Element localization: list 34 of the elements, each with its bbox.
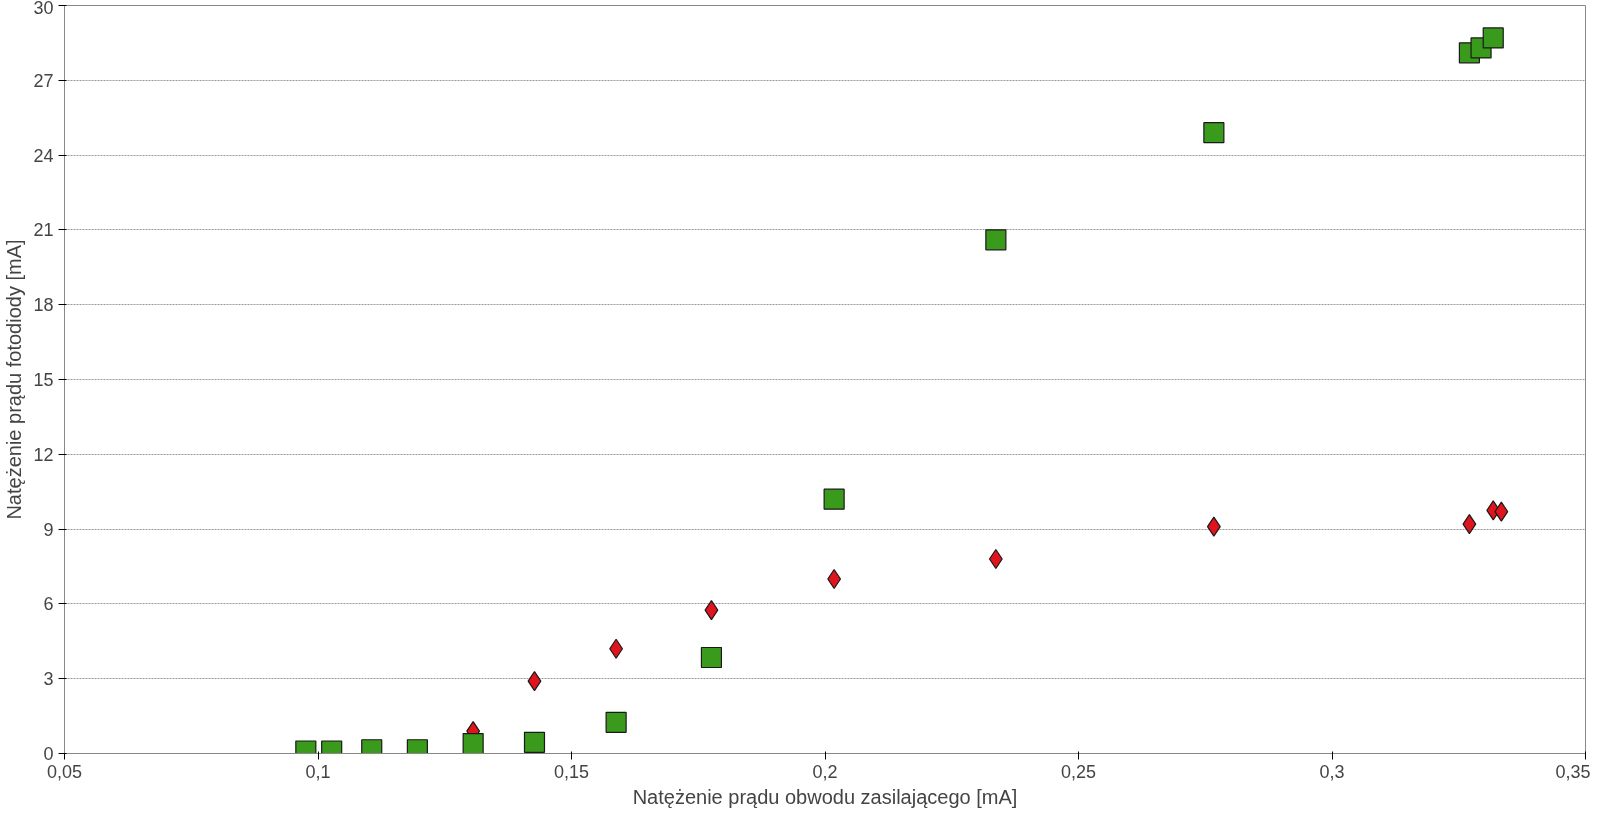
point [523, 731, 546, 753]
point [1206, 516, 1221, 537]
y-tick-label: 12 [33, 444, 54, 465]
point [985, 229, 1007, 251]
point [700, 646, 723, 669]
point [609, 638, 624, 659]
y-tick-label: 24 [33, 145, 54, 166]
y-axis-title: Natężenie prądu fotodiody [mA] [3, 239, 26, 520]
y-tick-label: 21 [33, 220, 54, 241]
x-tick-label: 0,3 [1319, 761, 1345, 782]
y-tick-label: 15 [33, 370, 54, 390]
point [1494, 501, 1509, 522]
y-tick-label: 6 [43, 594, 54, 615]
point [1462, 514, 1477, 535]
x-tick-label: 0,15 [553, 761, 590, 782]
point [462, 732, 484, 754]
point [1203, 122, 1225, 144]
point [1482, 27, 1504, 49]
y-tick-label: 9 [43, 519, 54, 540]
point [605, 711, 627, 733]
point [527, 671, 542, 692]
y-tick-label: 30 [33, 0, 54, 18]
point [704, 600, 719, 621]
x-tick-label: 0,1 [305, 761, 331, 782]
y-tick-label: 0 [43, 744, 54, 764]
x-axis-title: Natężenie prądu obwodu zasilającego [mA] [632, 785, 1018, 808]
y-tick-label: 18 [33, 295, 54, 316]
x-tick-label: 0,05 [46, 761, 83, 782]
x-tick-label: 0,25 [1060, 761, 1097, 782]
x-tick-label: 0,35 [1555, 761, 1591, 782]
y-tick-label: 27 [33, 70, 54, 91]
x-tick-label: 0,2 [812, 761, 838, 782]
point [823, 488, 845, 510]
y-tick-label: 3 [43, 669, 54, 690]
